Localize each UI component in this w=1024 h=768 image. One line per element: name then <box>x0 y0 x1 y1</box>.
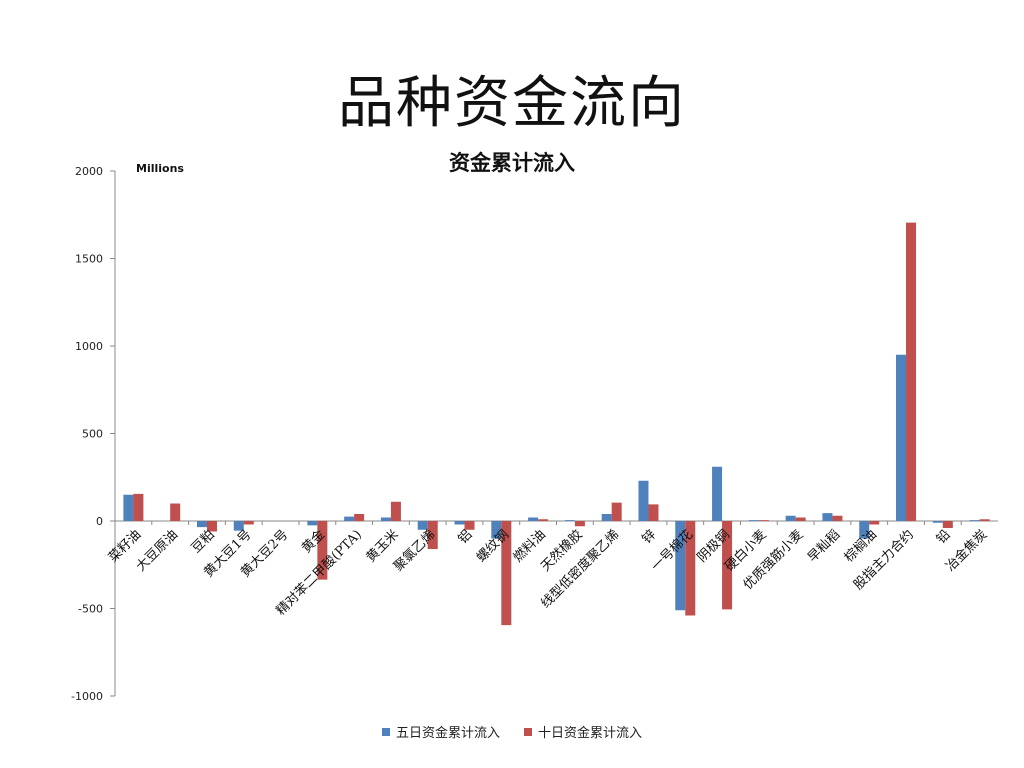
bar-five-day <box>859 521 870 539</box>
bar-ten-day <box>206 521 217 532</box>
bar-five-day <box>564 520 575 521</box>
legend-label-five-day: 五日资金累计流入 <box>395 726 500 741</box>
y-tick-label: 1000 <box>75 340 103 353</box>
bar-ten-day <box>133 493 144 521</box>
y-tick-label: 500 <box>82 428 103 441</box>
category-label: 铝 <box>456 527 476 547</box>
bar-five-day <box>748 520 759 521</box>
bar-five-day <box>932 521 943 523</box>
bar-five-day <box>344 516 355 521</box>
y-tick-label: 1500 <box>75 253 103 266</box>
bar-five-day <box>380 517 391 521</box>
bar-five-day <box>123 494 134 521</box>
bar-five-day <box>307 521 318 526</box>
bar-five-day <box>712 466 723 521</box>
bar-five-day <box>491 521 502 539</box>
category-label: 铅 <box>934 527 954 547</box>
bar-five-day <box>896 354 907 521</box>
unit-label: Millions <box>136 162 184 175</box>
y-tick-label: -1000 <box>71 690 103 703</box>
bar-five-day <box>196 521 207 528</box>
bar-ten-day <box>464 521 475 530</box>
y-tick-label: 0 <box>96 515 103 528</box>
bar-ten-day <box>354 514 365 521</box>
category-labels: 菜籽油大豆原油 豆粕黄大豆1号黄大豆2号 黄金精对苯二甲酸(PTA)黄玉米聚氯乙烯铝… <box>106 527 990 619</box>
legend-item-ten-day: 十日资金累计流入 <box>524 722 642 741</box>
bar-five-day <box>454 521 465 525</box>
bar-ten-day <box>170 503 181 521</box>
bar-ten-day <box>243 521 254 525</box>
bar-ten-day <box>979 519 990 521</box>
bar-five-day <box>233 521 244 531</box>
category-label: 冶金焦炭 <box>942 527 990 575</box>
bar-five-day <box>528 517 539 521</box>
chart-title: 资金累计流入 <box>449 151 575 175</box>
bar-ten-day <box>758 520 769 521</box>
bar-ten-day <box>538 519 549 521</box>
bar-ten-day <box>317 521 328 580</box>
bar-ten-day <box>501 521 512 626</box>
legend-label-ten-day: 十日资金累计流入 <box>538 726 643 741</box>
bar-five-day <box>822 513 833 521</box>
bar-ten-day <box>795 517 806 521</box>
bar-ten-day <box>611 502 622 521</box>
page-title: 品种资金流向 <box>338 71 686 136</box>
bar-five-day <box>785 515 796 521</box>
category-label: 早籼稻 <box>805 527 843 565</box>
bar-ten-day <box>906 222 917 521</box>
bar-ten-day <box>869 521 880 525</box>
y-tick-label: -500 <box>78 603 103 616</box>
legend: 五日资金累计流入 十日资金累计流入 <box>0 722 1024 741</box>
bar-ten-day <box>722 521 733 610</box>
bar-ten-day <box>427 521 438 549</box>
bar-five-day <box>675 521 686 611</box>
bars <box>123 222 990 626</box>
category-label: 锌 <box>639 527 659 547</box>
bar-five-day <box>601 514 612 521</box>
bar-five-day <box>638 480 649 521</box>
bar-five-day <box>417 521 428 530</box>
axes: 2000 1500 1000 500 0 -500 -1000 <box>71 165 998 703</box>
bar-ten-day <box>685 521 696 616</box>
bar-ten-day <box>942 521 953 528</box>
legend-swatch-ten-day <box>524 727 532 736</box>
bar-ten-day <box>390 501 401 521</box>
legend-swatch-five-day <box>381 727 390 736</box>
legend-item-five-day: 五日资金累计流入 <box>381 722 500 741</box>
category-label: 聚氯乙烯 <box>391 527 438 574</box>
bar-ten-day <box>574 521 585 527</box>
bar-five-day <box>969 520 980 521</box>
bar-ten-day <box>648 504 659 521</box>
y-tick-label: 2000 <box>75 165 103 178</box>
bar-ten-day <box>832 515 843 521</box>
category-label: 豆粕 <box>189 527 218 556</box>
